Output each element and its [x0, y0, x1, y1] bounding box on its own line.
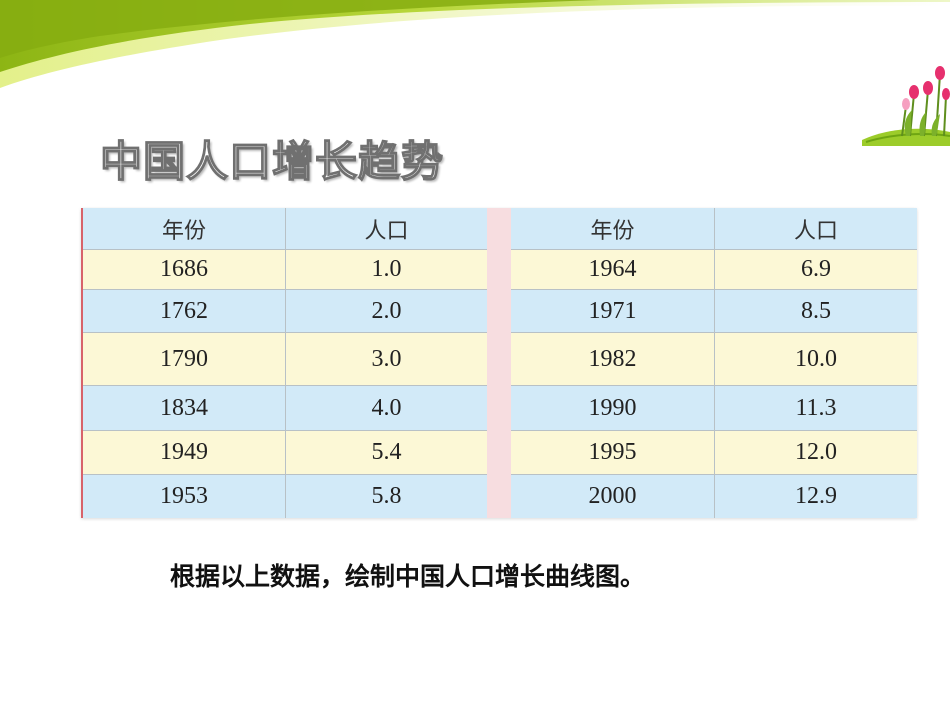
table-row: 1949 5.4: [83, 431, 487, 475]
year-cell: 1971: [588, 297, 637, 324]
population-cell: 11.3: [714, 386, 917, 430]
table-right-half: 年份 人口 1964 6.9 1971 8.5 1982 10.0 1990 1…: [511, 208, 917, 518]
header-year: 年份: [161, 218, 206, 244]
year-cell: 1953: [160, 483, 208, 509]
header-population: 人口: [285, 208, 487, 249]
page-title: 中国人口增长趋势: [99, 136, 445, 186]
table-row: 1686 1.0: [83, 250, 487, 290]
table-left-half: 年份 人口 1686 1.0 1762 2.0 1790 3.0 1834 4.…: [83, 208, 487, 518]
top-swoosh-decoration: [0, 0, 950, 88]
population-cell: 6.9: [714, 250, 917, 289]
population-cell: 8.5: [714, 290, 917, 332]
table-header-row: 年份 人口: [511, 208, 917, 250]
table-row: 1971 8.5: [511, 290, 917, 333]
instruction-text: 根据以上数据，绘制中国人口增长曲线图。: [170, 562, 646, 591]
table-header-row: 年份 人口: [83, 208, 487, 250]
population-cell: 5.8: [285, 475, 487, 518]
year-cell: 1949: [160, 439, 208, 465]
header-year: 年份: [590, 218, 635, 244]
population-cell: 10.0: [714, 333, 917, 385]
year-cell: 1790: [160, 345, 208, 372]
table-row: 1995 12.0: [511, 431, 917, 475]
year-cell: 2000: [588, 483, 637, 509]
table-row: 1982 10.0: [511, 333, 917, 386]
year-cell: 1686: [160, 256, 208, 282]
population-cell: 12.0: [714, 431, 917, 474]
population-cell: 5.4: [285, 431, 487, 474]
year-cell: 1762: [160, 297, 208, 324]
year-cell: 1990: [588, 394, 637, 421]
table-row: 1834 4.0: [83, 386, 487, 431]
year-cell: 1834: [160, 394, 208, 421]
table-divider-column: [487, 208, 511, 518]
table-row: 1990 11.3: [511, 386, 917, 431]
table-row: 1964 6.9: [511, 250, 917, 290]
year-cell: 1982: [588, 345, 637, 372]
year-cell: 1995: [588, 439, 637, 465]
year-cell: 1964: [588, 256, 637, 282]
population-cell: 1.0: [285, 250, 487, 289]
table-row: 1790 3.0: [83, 333, 487, 386]
population-cell: 2.0: [285, 290, 487, 332]
population-cell: 4.0: [285, 386, 487, 430]
population-cell: 3.0: [285, 333, 487, 385]
population-cell: 12.9: [714, 475, 917, 518]
header-population: 人口: [714, 208, 917, 249]
table-row: 1953 5.8: [83, 475, 487, 518]
tulip-flowers-decoration: [862, 66, 950, 146]
table-row: 1762 2.0: [83, 290, 487, 333]
population-table: 年份 人口 1686 1.0 1762 2.0 1790 3.0 1834 4.…: [81, 208, 917, 518]
table-row: 2000 12.9: [511, 475, 917, 518]
